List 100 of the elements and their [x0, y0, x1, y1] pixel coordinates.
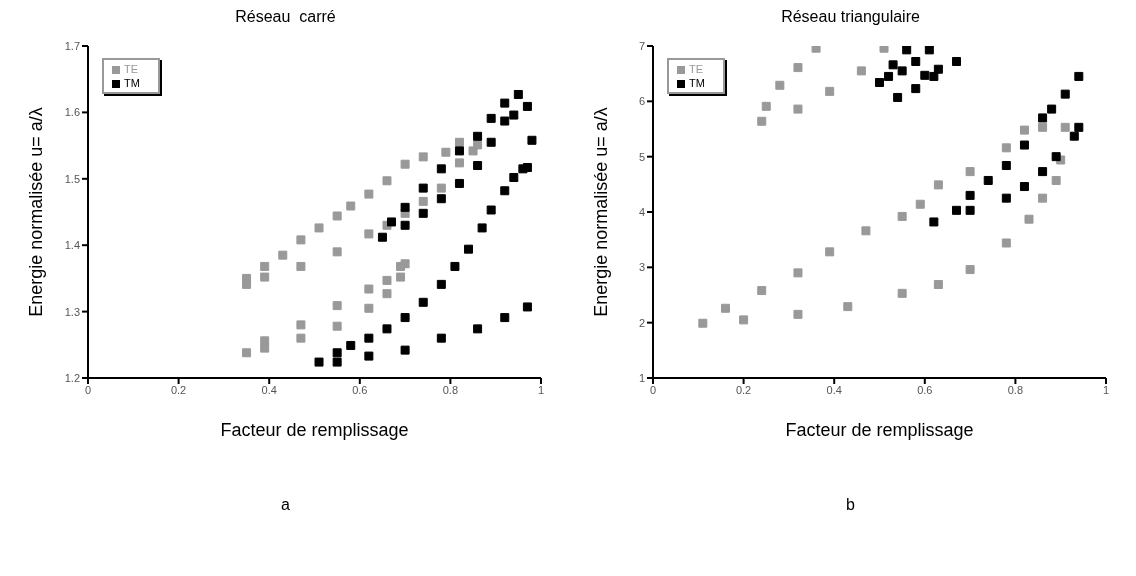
y-tick-label: 7: [638, 39, 645, 52]
point: [1001, 193, 1011, 203]
x-axis-title: Facteur de remplissage: [785, 420, 974, 440]
point: [793, 268, 803, 278]
point: [332, 211, 342, 221]
point: [1038, 113, 1048, 123]
point: [473, 161, 483, 171]
point: [278, 250, 288, 260]
point: [933, 180, 943, 190]
point: [875, 78, 884, 88]
point: [260, 343, 270, 353]
point: [965, 190, 975, 200]
y-tick-label: 4: [638, 205, 645, 218]
point: [314, 357, 324, 367]
point: [346, 201, 356, 211]
point: [965, 167, 975, 177]
point: [400, 345, 410, 355]
point: [720, 303, 730, 313]
x-tick-label: 1: [1102, 383, 1110, 396]
y-tick-label: 6: [638, 95, 645, 108]
point: [793, 63, 803, 73]
point: [757, 116, 767, 126]
point: [856, 66, 866, 76]
chart-title: Réseau triangulaire: [780, 8, 921, 27]
point: [893, 92, 903, 102]
point: [332, 348, 342, 358]
point: [843, 302, 853, 312]
point: [500, 98, 510, 108]
x-tick-label: 0.2: [170, 383, 187, 396]
point: [436, 194, 446, 204]
y-axis-title: Energie normalisée u= a/λ: [591, 107, 612, 317]
point: [400, 202, 410, 212]
point: [436, 183, 446, 193]
point: [486, 113, 496, 123]
point: [454, 178, 464, 188]
point: [1051, 152, 1061, 162]
point: [933, 64, 943, 74]
point: [509, 172, 519, 182]
point: [513, 89, 523, 99]
point: [418, 183, 428, 193]
point: [436, 333, 446, 343]
point: [1001, 161, 1011, 171]
point: [915, 199, 925, 209]
point: [400, 220, 410, 230]
point: [924, 46, 934, 55]
point: [1001, 143, 1011, 153]
point: [400, 313, 410, 323]
point: [1074, 122, 1084, 132]
x-tick-label: 0.8: [1007, 383, 1024, 396]
point: [382, 176, 392, 186]
x-tick-label: 0.4: [261, 383, 277, 396]
point: [1019, 140, 1029, 150]
point: [793, 309, 803, 319]
y-tick-label: 1.6: [64, 106, 80, 119]
point: [825, 247, 835, 257]
point: [418, 196, 428, 206]
point: [346, 340, 356, 350]
y-tick-label: 2: [638, 316, 645, 329]
point: [260, 272, 270, 282]
point: [879, 46, 889, 53]
point: [1019, 125, 1029, 135]
point: [1019, 182, 1029, 192]
legend-label: TE: [689, 63, 704, 75]
point: [793, 104, 803, 114]
point: [473, 140, 483, 150]
point: [364, 333, 374, 343]
point: [418, 297, 428, 307]
point: [1051, 175, 1061, 185]
point: [757, 286, 767, 296]
point: [965, 265, 975, 275]
legend-label: TM: [124, 77, 140, 89]
point: [382, 289, 392, 299]
point: [332, 247, 342, 257]
point: [377, 232, 387, 242]
point: [454, 146, 464, 156]
point: [332, 301, 342, 311]
y-tick-label: 1.2: [64, 371, 80, 384]
y-tick-label: 3: [638, 261, 645, 274]
point: [920, 70, 930, 80]
point: [911, 56, 921, 66]
point: [296, 333, 306, 343]
y-tick-label: 1: [638, 371, 645, 384]
point: [761, 101, 771, 111]
legend-label: TE: [124, 63, 139, 75]
point: [952, 56, 962, 66]
point: [242, 348, 252, 358]
point: [1060, 122, 1070, 132]
point: [296, 320, 306, 330]
point: [436, 164, 446, 174]
point: [897, 66, 907, 76]
chart-title: Réseau carré: [234, 8, 337, 27]
y-tick-label: 1.3: [64, 305, 80, 318]
y-tick-label: 5: [638, 150, 645, 163]
point: [1038, 193, 1048, 203]
point: [933, 279, 943, 289]
point: [396, 272, 406, 282]
point: [509, 110, 519, 120]
point: [486, 205, 496, 215]
y-tick-label: 1.5: [64, 172, 80, 185]
point: [522, 163, 532, 173]
